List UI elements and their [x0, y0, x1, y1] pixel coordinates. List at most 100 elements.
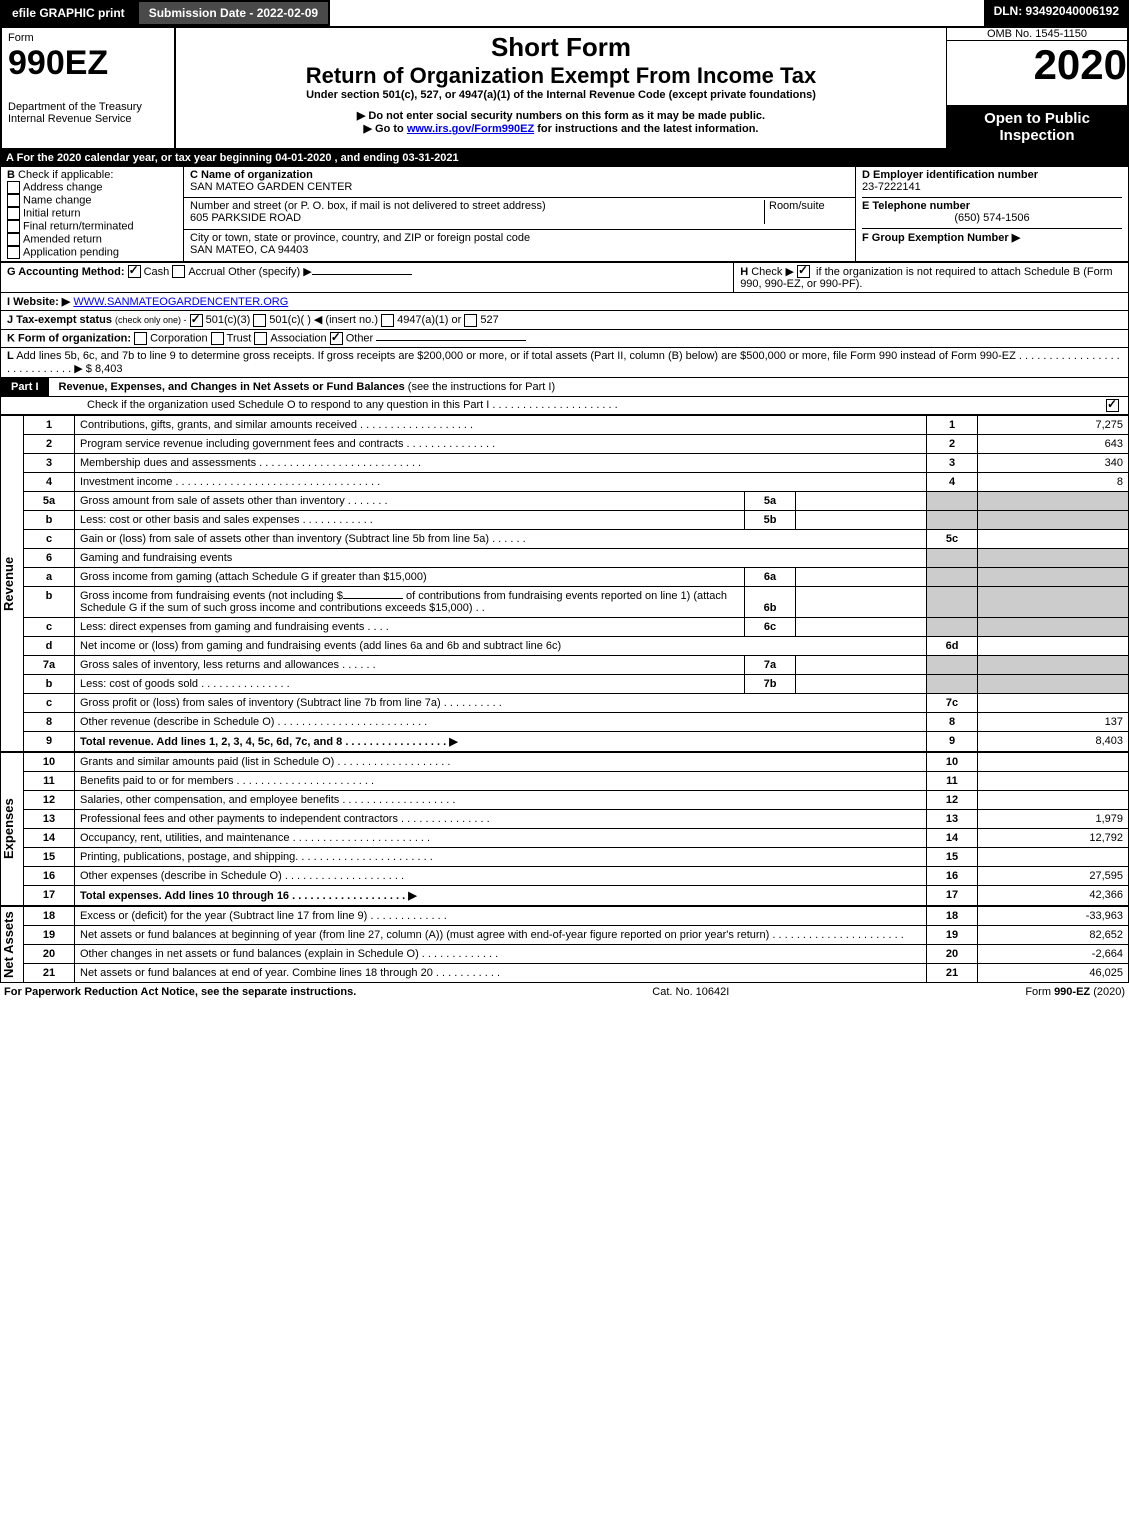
table-row: 17Total expenses. Add lines 10 through 1… [24, 885, 1129, 905]
box-f-label: F Group Exemption Number ▶ [862, 232, 1020, 244]
goto-prefix: ▶ Go to [364, 123, 407, 135]
short-form-title: Short Form [182, 32, 940, 63]
line-j-note: (check only one) - [115, 315, 187, 325]
part1-title: Revenue, Expenses, and Changes in Net As… [59, 381, 405, 393]
line-a-label: A [6, 152, 14, 164]
part1-check-text: Check if the organization used Schedule … [7, 399, 1106, 412]
table-row: 13Professional fees and other payments t… [24, 809, 1129, 828]
inspection-box: Open to Public Inspection [947, 105, 1129, 149]
website-link[interactable]: WWW.SANMATEOGARDENCENTER.ORG [73, 296, 288, 308]
revenue-table: 1Contributions, gifts, grants, and simil… [24, 415, 1129, 752]
return-title: Return of Organization Exempt From Incom… [182, 63, 940, 89]
part1-badge: Part I [1, 378, 49, 396]
line-a-text: For the 2020 calendar year, or tax year … [17, 152, 459, 164]
line-k: K Form of organization: Corporation Trus… [0, 330, 1129, 348]
box-d-label: D Employer identification number [862, 169, 1122, 181]
table-row: cLess: direct expenses from gaming and f… [24, 617, 1129, 636]
line-l-amount: 8,403 [95, 363, 123, 375]
opt-501c3: 501(c)(3) [206, 314, 251, 326]
goto-suffix: for instructions and the latest informat… [534, 123, 758, 135]
under-section-text: Under section 501(c), 527, or 4947(a)(1)… [182, 89, 940, 101]
cash-label: Cash [144, 266, 170, 278]
table-row: 10Grants and similar amounts paid (list … [24, 752, 1129, 771]
checkbox-address-change[interactable] [7, 181, 20, 194]
other-org-input[interactable] [376, 340, 526, 341]
table-row: 3Membership dues and assessments . . . .… [24, 453, 1129, 472]
city-label: City or town, state or province, country… [190, 232, 530, 244]
expenses-vlabel: Expenses [0, 752, 24, 906]
checkbox-4947[interactable] [381, 314, 394, 327]
table-row: 14Occupancy, rent, utilities, and mainte… [24, 828, 1129, 847]
top-bar: efile GRAPHIC print Submission Date - 20… [0, 0, 1129, 26]
ein-value: 23-7222141 [862, 181, 1122, 193]
opt-association: Association [270, 332, 326, 344]
l6b-input[interactable] [343, 598, 403, 599]
form-label: Form [8, 32, 168, 44]
checkbox-initial-return[interactable] [7, 207, 20, 220]
other-specify-input[interactable] [312, 274, 412, 275]
table-row: 6Gaming and fundraising events [24, 548, 1129, 567]
checkbox-501c[interactable] [253, 314, 266, 327]
cb-label-name: Name change [23, 194, 92, 206]
table-row: 5aGross amount from sale of assets other… [24, 491, 1129, 510]
checkbox-other-org[interactable] [330, 332, 343, 345]
line-a: A For the 2020 calendar year, or tax yea… [0, 150, 1129, 166]
irs-link[interactable]: www.irs.gov/Form990EZ [407, 123, 534, 135]
line-l-text: Add lines 5b, 6c, and 7b to line 9 to de… [7, 350, 1120, 375]
checkbox-501c3[interactable] [190, 314, 203, 327]
goto-notice: ▶ Go to www.irs.gov/Form990EZ for instru… [182, 122, 940, 135]
table-row: 8Other revenue (describe in Schedule O) … [24, 712, 1129, 731]
other-label: Other (specify) ▶ [228, 266, 312, 278]
table-row: 1Contributions, gifts, grants, and simil… [24, 415, 1129, 434]
line-l: L Add lines 5b, 6c, and 7b to line 9 to … [0, 348, 1129, 378]
checkbox-trust[interactable] [211, 332, 224, 345]
checkbox-schedule-b[interactable] [797, 265, 810, 278]
table-row: bLess: cost of goods sold . . . . . . . … [24, 674, 1129, 693]
table-row: 18Excess or (deficit) for the year (Subt… [24, 906, 1129, 925]
cb-label-initial: Initial return [23, 207, 80, 219]
cb-label-address: Address change [23, 181, 103, 193]
box-b-title: Check if applicable: [18, 169, 113, 181]
line-k-label: K Form of organization: [7, 332, 131, 344]
footer-right-suffix: (2020) [1090, 986, 1125, 998]
footer-right-form: 990-EZ [1054, 986, 1090, 998]
street-value: 605 PARKSIDE ROAD [190, 212, 301, 224]
topbar-spacer [330, 0, 983, 26]
box-e-label: E Telephone number [862, 200, 970, 212]
cb-label-amended: Amended return [23, 233, 102, 245]
ssn-notice: ▶ Do not enter social security numbers o… [182, 109, 940, 122]
efile-print-button[interactable]: efile GRAPHIC print [0, 0, 137, 26]
table-row: bLess: cost or other basis and sales exp… [24, 510, 1129, 529]
box-b-label: B [7, 169, 15, 181]
opt-527: 527 [480, 314, 498, 326]
checkbox-association[interactable] [254, 332, 267, 345]
phone-value: (650) 574-1506 [862, 212, 1122, 224]
checkbox-application-pending[interactable] [7, 246, 20, 259]
line-j-label: J Tax-exempt status [7, 314, 112, 326]
checkbox-cash[interactable] [128, 265, 141, 278]
checkbox-527[interactable] [464, 314, 477, 327]
line-h-check: Check ▶ [751, 266, 794, 278]
footer-right: Form 990-EZ (2020) [1025, 986, 1125, 998]
table-row: 7aGross sales of inventory, less returns… [24, 655, 1129, 674]
part1-header-row: Part I Revenue, Expenses, and Changes in… [0, 378, 1129, 397]
footer-right-prefix: Form [1025, 986, 1054, 998]
checkbox-name-change[interactable] [7, 194, 20, 207]
checkbox-accrual[interactable] [172, 265, 185, 278]
table-row: 12Salaries, other compensation, and empl… [24, 790, 1129, 809]
opt-4947: 4947(a)(1) or [397, 314, 461, 326]
opt-trust: Trust [227, 332, 252, 344]
expenses-table: 10Grants and similar amounts paid (list … [24, 752, 1129, 906]
checkbox-corporation[interactable] [134, 332, 147, 345]
checkbox-schedule-o[interactable] [1106, 399, 1119, 412]
footer-bar: For Paperwork Reduction Act Notice, see … [0, 983, 1129, 1001]
checkbox-final-return[interactable] [7, 220, 20, 233]
opt-corporation: Corporation [150, 332, 207, 344]
line-i: I Website: ▶ WWW.SANMATEOGARDENCENTER.OR… [0, 293, 1129, 311]
checkbox-amended-return[interactable] [7, 233, 20, 246]
table-row: 4Investment income . . . . . . . . . . .… [24, 472, 1129, 491]
accrual-label: Accrual [188, 266, 225, 278]
table-row: 2Program service revenue including gover… [24, 434, 1129, 453]
footer-left: For Paperwork Reduction Act Notice, see … [4, 986, 356, 998]
submission-date-label: Submission Date - 2022-02-09 [137, 0, 330, 26]
